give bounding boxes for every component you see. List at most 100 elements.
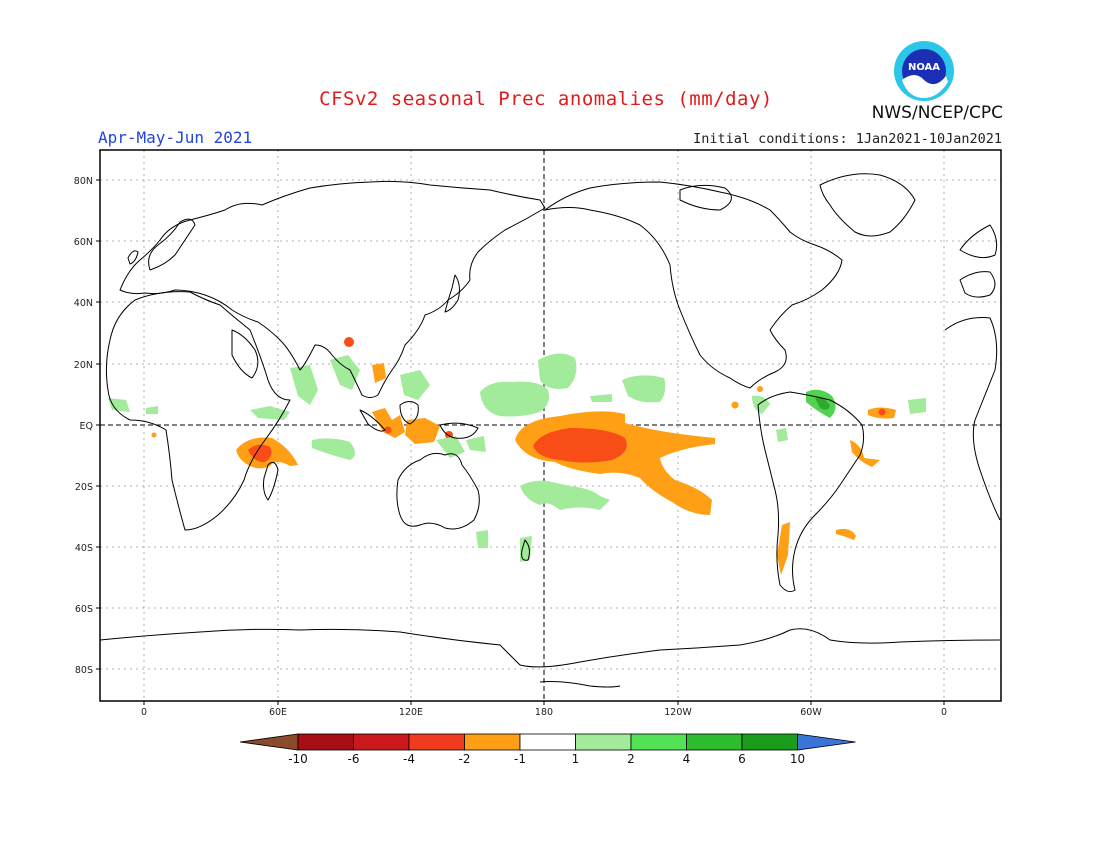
organization-label: NWS/NCEP/CPC [871, 103, 1003, 123]
title-text: CFSv2 seasonal Prec anomalies (mm/day) [319, 88, 773, 110]
dry-anomaly-south-atlantic [836, 528, 856, 540]
logo-text: NOAA [908, 62, 940, 73]
coastline-new-guinea [439, 422, 479, 439]
noaa-logo: NOAA [894, 41, 954, 101]
wet-anomaly-gulf-guinea [146, 406, 158, 414]
wet-anomaly-tasman [476, 530, 488, 548]
dry-anomaly-panama [731, 401, 739, 409]
wet-anomaly-indian-ocean [312, 438, 355, 460]
lat-label-80s: 80S [75, 665, 93, 676]
coastline-north-america [544, 181, 843, 389]
coastline-japan [444, 274, 460, 313]
colorbar-label: 4 [683, 752, 691, 766]
colorbar-segment [297, 733, 354, 751]
colorbar-segment [630, 733, 687, 751]
lat-label-20s: 20S [75, 482, 93, 493]
colorbar-label: 6 [738, 752, 746, 766]
wet-anomaly-central-pacific [480, 381, 549, 417]
colorbar-label: -1 [514, 752, 526, 766]
colorbar-segment [575, 733, 632, 751]
coastline-greenland [819, 173, 916, 237]
lat-label-40n: 40N [74, 298, 93, 309]
dry-anomaly-maritime-1 [372, 408, 405, 438]
dry-anomaly-southern-andes [777, 522, 790, 575]
colorbar-segment [353, 733, 410, 751]
colorbar-label: -2 [459, 752, 471, 766]
wet-anomaly-maritime [400, 370, 430, 400]
coastline-africa [105, 291, 291, 531]
initial-conditions-label: Initial conditions: 1Jan2021-10Jan2021 [693, 131, 1002, 147]
colorbar-label: -4 [403, 752, 415, 766]
longitude-labels: 0 60E 120E 180 120W 60W 0 [141, 707, 947, 718]
tick-marks [96, 179, 945, 705]
lon-label-180: 180 [535, 707, 553, 718]
wet-anomaly-amazon [776, 428, 788, 442]
coastline-south-america [757, 391, 865, 593]
coastline-sumatra [359, 409, 386, 432]
wet-anomaly-south-america-north-core [815, 397, 830, 410]
wet-anomaly-indochina [330, 355, 360, 390]
lon-label-0-west: 0 [141, 707, 147, 718]
dry-anomaly-maritime-2 [405, 418, 440, 444]
colorbar-label: -10 [288, 752, 308, 766]
colorbar-segment [464, 733, 521, 751]
colorbar-segment [519, 733, 576, 751]
lon-label-120e: 120E [399, 707, 423, 718]
dry-anomaly-maritime-5 [384, 426, 392, 434]
colorbar-arrow-right [797, 733, 856, 751]
coastline-eurasia [119, 180, 546, 398]
wet-anomaly-maritime-3 [466, 436, 486, 452]
coastline-australia [396, 452, 480, 530]
coastline-antarctica [100, 628, 1001, 668]
lat-label-80n: 80N [74, 176, 93, 187]
wet-anomaly-spcz [520, 480, 610, 510]
wet-anomaly-india [290, 365, 318, 405]
colorbar-segment [408, 733, 465, 751]
wet-anomaly-pacific-itcz [622, 375, 666, 403]
colorbar-label: 2 [627, 752, 635, 766]
dry-anomaly-maritime-3 [372, 363, 386, 383]
colorbar-label: 1 [572, 752, 580, 766]
latitude-labels: 80N 60N 40N 20N EQ 20S 40S 60S 80S [74, 176, 93, 676]
coastline-british-isles [127, 250, 139, 265]
coastline-iberia [959, 271, 996, 298]
coastline-west-africa-right [944, 317, 1001, 521]
coastline-borneo [399, 401, 419, 425]
dry-anomaly-pacific-core [533, 428, 627, 463]
colorbar-label: 10 [790, 752, 805, 766]
coastlines [100, 173, 1001, 688]
lon-label-60e: 60E [269, 707, 287, 718]
coastline-scandinavia-right [959, 224, 998, 259]
lon-label-60w: 60W [800, 707, 822, 718]
coastline-scandinavia [148, 218, 196, 271]
wet-anomaly-maritime-2 [436, 436, 465, 458]
lon-label-120w: 120W [664, 707, 692, 718]
coastline-new-zealand [521, 539, 530, 561]
dry-anomaly-bay-of-bengal [344, 337, 354, 347]
lat-label-60s: 60S [75, 604, 93, 615]
season-label: Apr-May-Jun 2021 [98, 128, 253, 147]
wet-anomaly-atlantic [908, 398, 926, 414]
wet-anomaly-east-africa [250, 406, 290, 420]
colorbar-arrow-left [239, 733, 299, 751]
colorbar-label: -6 [348, 752, 360, 766]
dry-anomaly-guinea [151, 432, 157, 438]
wet-anomaly-west-africa [108, 398, 130, 412]
wet-anomaly-central-pacific-north [538, 353, 577, 389]
grid-lines [100, 150, 1001, 701]
lat-label-20n: 20N [74, 360, 93, 371]
lat-label-60n: 60N [74, 237, 93, 248]
wet-anomaly-pacific-itcz-2 [590, 394, 612, 402]
colorbar-segment [741, 733, 798, 751]
coastline-arctic-islands [679, 184, 732, 211]
coastline-antarctica-south [539, 681, 621, 688]
lat-label-eq: EQ [80, 421, 93, 432]
dry-anomaly-brazil [850, 440, 880, 467]
lat-label-40s: 40S [75, 543, 93, 554]
coastline-madagascar [263, 461, 279, 501]
map-title: CFSv2 seasonal Prec anomalies (mm/day) [0, 88, 1100, 110]
lon-label-0-east: 0 [941, 707, 947, 718]
dry-anomaly-atlantic-core [878, 408, 886, 416]
coastline-arabia [231, 329, 259, 379]
